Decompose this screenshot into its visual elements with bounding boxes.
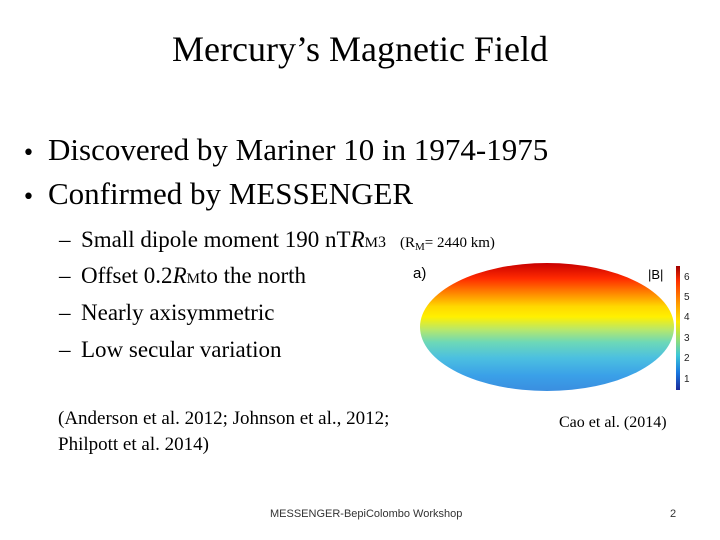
secular-text: Low secular variation: [81, 337, 282, 362]
sub-bullet-dash: –: [59, 227, 71, 252]
sub-bullet-secular: – Low secular variation: [59, 336, 282, 364]
sub-bullet-dash: –: [59, 337, 71, 362]
sub-bullet-axisymmetric: – Nearly axisymmetric: [59, 299, 275, 327]
colorbar-tick: 6: [684, 272, 690, 283]
rm-note: (RM= 2440 km): [400, 229, 495, 261]
page-number: 2: [670, 508, 677, 520]
rm-note-open: (R: [400, 235, 416, 251]
dipole-text: Small dipole moment 190 n: [81, 227, 337, 252]
reference-line: Philpott et al. 2014): [58, 434, 209, 455]
colorbar-tick: 2: [684, 353, 690, 364]
bullet-marker: •: [22, 141, 35, 166]
sub-bullet-dash: –: [59, 300, 71, 325]
colorbar-tick: 4: [684, 312, 690, 323]
colorbar-tick: 1: [684, 374, 690, 385]
colorbar-tick: 5: [684, 292, 690, 303]
sub-bullet-dash: –: [59, 263, 71, 288]
field-ellipse: [420, 263, 674, 391]
rm-note-rest: = 2440 km): [424, 235, 495, 251]
dipole-sub: M: [364, 235, 379, 251]
magnetic-field-map: [420, 263, 674, 391]
bullet-marker: •: [22, 185, 35, 210]
colorbar-title: |B|: [648, 267, 664, 282]
offset-post: to the north: [199, 263, 307, 288]
offset-pre: Offset 0.2: [81, 263, 173, 288]
axisymmetric-text: Nearly axisymmetric: [81, 300, 275, 325]
reference-line: (Anderson et al. 2012; Johnson et al., 2…: [58, 408, 390, 429]
panel-label: a): [413, 265, 427, 282]
colorbar: [676, 266, 680, 390]
dipole-r: R: [350, 227, 365, 252]
slide-title: Mercury’s Magnetic Field: [172, 29, 548, 69]
offset-sub: M: [186, 271, 200, 287]
bullet-text: Confirmed by MESSENGER: [48, 176, 414, 211]
references: (Anderson et al. 2012; Johnson et al., 2…: [58, 406, 389, 458]
footer-workshop: MESSENGER-BepiColombo Workshop: [270, 508, 463, 520]
bullet-discovered: • Discovered by Mariner 10 in 1974-1975: [22, 132, 548, 172]
colorbar-tick: 3: [684, 333, 690, 344]
dipole-unit: T: [336, 227, 351, 252]
rm-note-sub: M: [415, 241, 425, 253]
bullet-confirmed: • Confirmed by MESSENGER: [22, 176, 413, 216]
dipole-sup: 3: [378, 234, 387, 251]
bullet-text: Discovered by Mariner 10 in 1974-1975: [48, 132, 549, 167]
offset-r: R: [172, 263, 187, 288]
figure-credit: Cao et al. (2014): [559, 414, 667, 431]
